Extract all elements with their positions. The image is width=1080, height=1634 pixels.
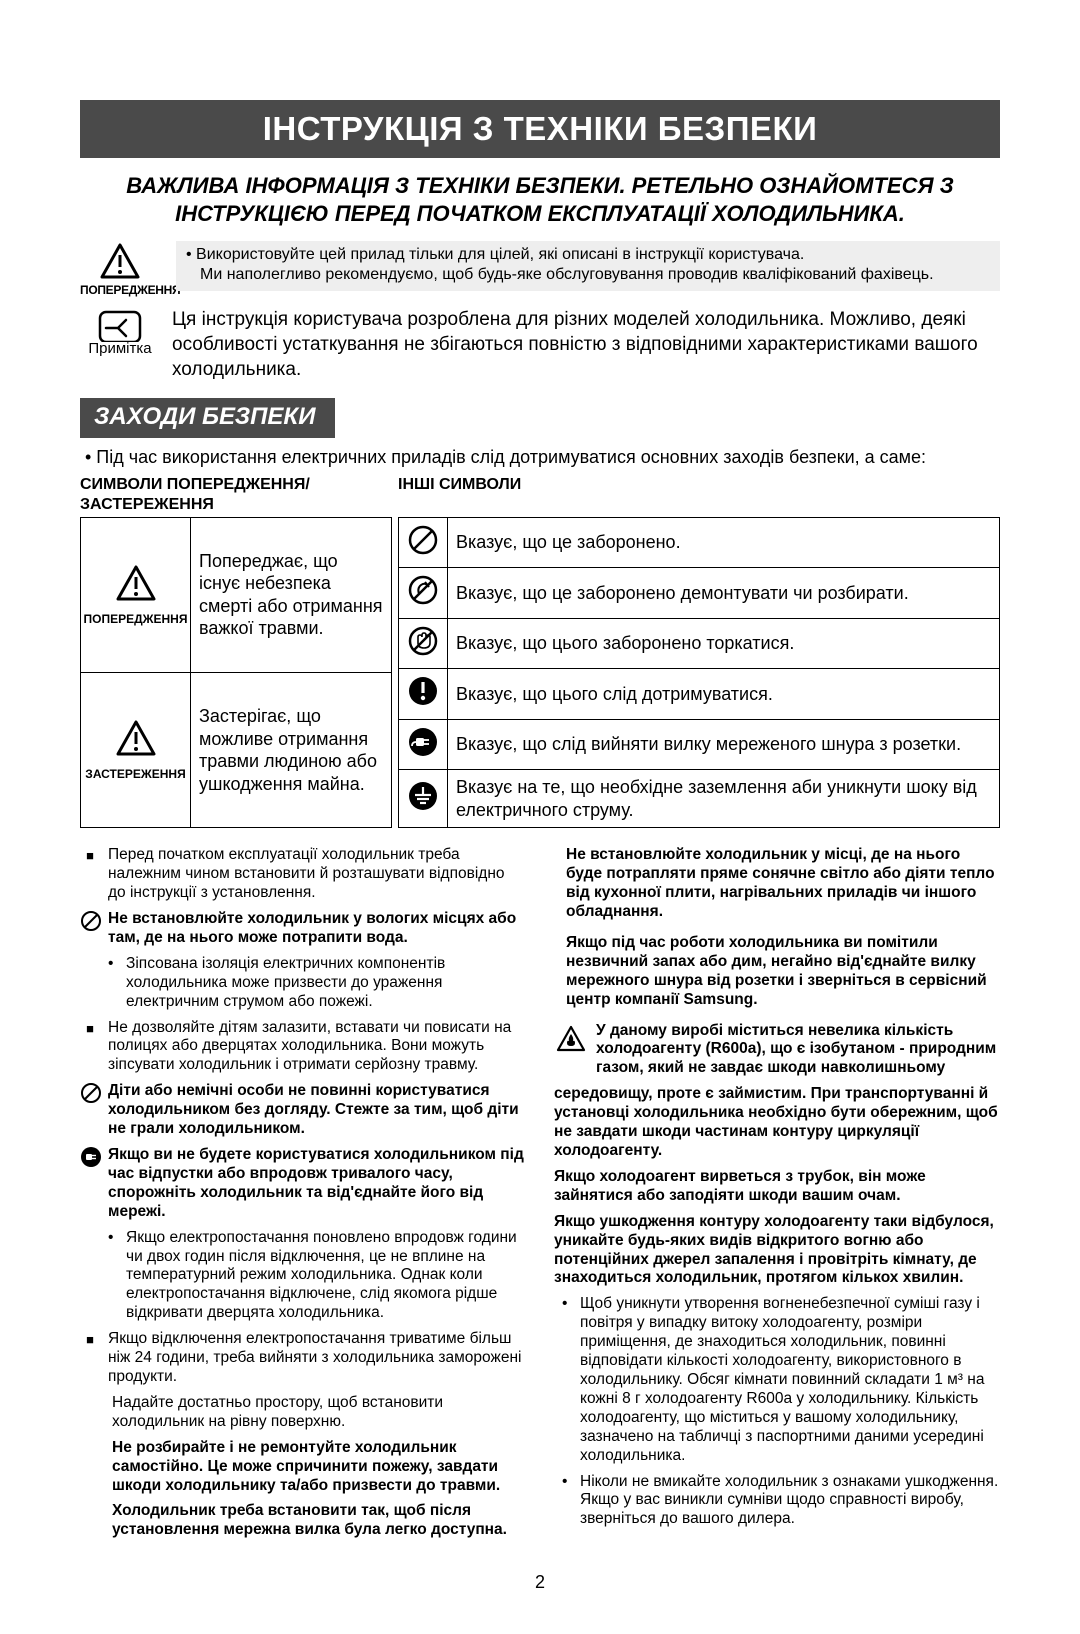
left-row-text-0: Попереджає, що існує небезпека смерті аб… (191, 517, 392, 672)
col2-bullet-1: Ніколи не вмикайте холодильник з ознакам… (580, 1473, 1000, 1530)
marker-icon: ■ (80, 1330, 100, 1387)
col1-item-1: Не встановлюйте холодильник у вологих мі… (108, 910, 526, 948)
col1-item-6: Якщо електропостачання поновлено впродов… (126, 1229, 526, 1324)
warning-block: ПОПЕРЕДЖЕННЯ • Використовуйте цей прилад… (80, 241, 1000, 298)
table-left-header: СИМВОЛИ ПОПЕРЕДЖЕННЯ/ЗАСТЕРЕЖЕННЯ (80, 475, 398, 515)
marker-icon (80, 1146, 100, 1222)
note-text: Ця інструкція користувача розроблена для… (172, 308, 1000, 382)
right-row-1: Вказує, що це заборонено демонтувати чи … (448, 568, 1000, 619)
no-disassemble-icon (407, 574, 439, 606)
flame-continuation: середовищу, проте є займистим. При транс… (554, 1085, 1000, 1161)
col2-top-0: Не встановлюйте холодильник у місці, де … (566, 846, 1000, 922)
note-label: Примітка (80, 340, 160, 359)
right-row-0: Вказує, що це заборонено. (448, 517, 1000, 568)
right-row-5: Вказує на те, що необхідне заземлення аб… (448, 770, 1000, 828)
col1-item-2: Зіпсована ізоляція електричних компонент… (126, 955, 526, 1012)
body-columns: ■Перед початком експлуатації холодильник… (80, 846, 1000, 1547)
warning-label: ПОПЕРЕДЖЕННЯ (80, 283, 160, 298)
col1-item-4: Діти або немічні особи не повинні корист… (108, 1082, 526, 1139)
col1-item-9: Не розбирайте і не ремонтуйте холодильни… (112, 1439, 526, 1496)
flame-warning-icon (554, 1024, 588, 1054)
warning-icon (114, 563, 158, 603)
left-row-label-1: ЗАСТЕРЕЖЕННЯ (83, 767, 188, 782)
unplug-icon (407, 726, 439, 758)
col1-item-8: Надайте достатньо простору, щоб встанови… (112, 1394, 526, 1432)
page-number: 2 (80, 1571, 1000, 1594)
right-row-4: Вказує, що слід вийняти вилку мереженого… (448, 719, 1000, 770)
warning-line2: Ми наполегливо рекомендуємо, щоб будь-як… (186, 265, 990, 285)
marker-icon (80, 910, 100, 948)
flame-lead: У даному виробі міститься невелика кільк… (596, 1022, 1000, 1079)
marker-icon: ■ (80, 846, 100, 903)
no-touch-icon (407, 625, 439, 657)
caution-icon (114, 718, 158, 758)
page-title-bar: ІНСТРУКЦІЯ З ТЕХНІКИ БЕЗПЕКИ (80, 100, 1000, 158)
subtitle: ВАЖЛИВА ІНФОРМАЦІЯ З ТЕХНІКИ БЕЗПЕКИ. РЕ… (90, 172, 990, 227)
table-right-header: ІНШІ СИМВОЛИ (398, 475, 1000, 515)
col1-item-5: Якщо ви не будете користуватися холодиль… (108, 1146, 526, 1222)
col1-item-3: Не дозволяйте дітям залазити, вставати ч… (108, 1019, 526, 1076)
col2-top-1: Якщо під час роботи холодильника ви помі… (566, 934, 1000, 1010)
warning-icon (98, 241, 142, 281)
symbol-tables: ПОПЕРЕДЖЕННЯ Попереджає, що існує небезп… (80, 517, 1000, 829)
warning-line1: • Використовуйте цей прилад тільки для ц… (186, 245, 990, 265)
col1-item-7: Якщо відключення електропостачання трива… (108, 1330, 526, 1387)
right-row-2: Вказує, що цього заборонено торкатися. (448, 618, 1000, 669)
ground-icon (407, 780, 439, 812)
col2-bullet-0: Щоб уникнути утворення вогненебезпечної … (580, 1295, 1000, 1465)
left-row-label-0: ПОПЕРЕДЖЕННЯ (83, 612, 188, 627)
marker-icon (80, 1082, 100, 1139)
col2-bold-1: Якщо ушкодження контуру холодоагенту так… (554, 1213, 1000, 1289)
marker-icon: ■ (80, 1019, 100, 1076)
must-do-icon (407, 675, 439, 707)
section-heading: ЗАХОДИ БЕЗПЕКИ (80, 398, 335, 438)
right-row-3: Вказує, що цього слід дотримуватися. (448, 669, 1000, 720)
left-row-text-1: Застерігає, що можливе отримання травми … (191, 673, 392, 828)
forbidden-icon (407, 524, 439, 556)
col1-item-0: Перед початком експлуатації холодильник … (108, 846, 526, 903)
note-icon (98, 308, 142, 342)
col2-bold-0: Якщо холодоагент вирветься з трубок, він… (554, 1168, 1000, 1206)
col1-item-10: Холодильник треба встановити так, щоб пі… (112, 1502, 526, 1540)
note-block: Примітка Ця інструкція користувача розро… (80, 308, 1000, 382)
section-lead: • Під час використання електричних прила… (80, 446, 1000, 469)
